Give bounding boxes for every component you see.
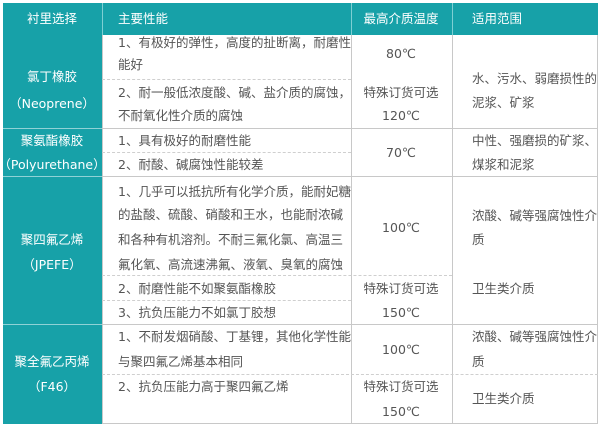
max-temp: 70℃	[386, 145, 416, 160]
property-line: 1、不耐发烟硝酸、丁基锂，其他化学性能	[118, 329, 351, 344]
property-line: 1、有极好的弹性，高度的扯断离，耐磨性	[118, 35, 351, 50]
scope-line: 煤浆和泥浆	[472, 157, 535, 172]
property-line: 2、耐一般低浓度酸、碱、盐介质的腐蚀，	[118, 85, 351, 100]
row-divider	[102, 324, 598, 325]
max-temp: 80℃	[386, 46, 416, 61]
dashed-divider	[102, 152, 351, 153]
row-divider	[3, 176, 102, 177]
row-divider	[3, 128, 102, 129]
scope-line: 卫生类介质	[472, 281, 535, 296]
property-line: 的盐酸、硫酸、硝酸和王水，也能耐浓碱	[118, 207, 344, 222]
lining-code: （JPEFE）	[22, 257, 82, 272]
property-line: 1、具有极好的耐磨性能	[118, 133, 251, 148]
max-temp-note: 特殊订货可选	[363, 379, 439, 394]
scope-line: 卫生类介质	[472, 391, 535, 406]
property-line: 与聚四氟乙烯基本相同	[118, 354, 244, 369]
property-line: 2、耐磨性能不如聚氨酯橡胶	[118, 281, 276, 296]
divider	[452, 3, 453, 35]
scope-line: 水、污水、弱磨损性的	[472, 71, 598, 86]
property-line: 2、耐酸、碱腐蚀性能较差	[118, 157, 264, 172]
scope-line: 泥浆、矿浆	[472, 95, 535, 110]
row-divider	[3, 324, 102, 325]
lining-code: （F46）	[27, 379, 77, 394]
dashed-divider	[102, 300, 351, 301]
scope-line: 质	[472, 354, 485, 369]
dashed-divider	[102, 79, 351, 80]
dashed-divider	[102, 275, 452, 276]
scope-line: 中性、强磨损的矿浆、	[472, 133, 598, 148]
max-temp: 100℃	[382, 220, 420, 235]
divider	[102, 3, 103, 35]
max-temp: 100℃	[382, 342, 420, 357]
property-line: 2、抗负压能力高于聚四氟乙烯	[118, 379, 289, 394]
lining-column-bg	[3, 35, 102, 424]
property-line: 和各种有机溶剂。不耐三氟化氯、高温三	[118, 232, 344, 247]
header-max-temp: 最高介质温度	[363, 11, 439, 26]
divider	[351, 3, 352, 35]
lining-name: 聚四氟乙烯	[20, 232, 84, 247]
lining-name: 聚氨酯橡胶	[20, 133, 84, 148]
header-properties: 主要性能	[118, 11, 169, 26]
header-lining: 衬里选择	[26, 11, 78, 26]
property-line: 3、抗负压能力不如氯丁胶想	[118, 305, 276, 320]
property-line: 不耐氧化性介质的腐蚀	[118, 108, 244, 123]
max-temp: 150℃	[382, 305, 420, 320]
lining-code: （Polyurethane）	[0, 157, 106, 172]
header-scope: 适用范围	[472, 11, 523, 26]
divider	[452, 35, 453, 424]
property-line: 1、几乎可以抵抗所有化学介质，能耐妃糖	[118, 184, 351, 199]
lining-code: （Neoprene）	[9, 96, 95, 111]
property-line: 能好	[118, 57, 144, 72]
row-divider	[102, 176, 598, 177]
scope-line: 质	[472, 232, 485, 247]
lining-name: 聚全氟乙丙烯	[14, 354, 90, 369]
scope-line: 浓酸、碱等强腐蚀性介	[472, 208, 598, 223]
row-divider	[102, 128, 598, 129]
lining-name: 氯丁橡胶	[26, 69, 78, 84]
dashed-divider	[102, 374, 598, 375]
max-temp-note: 特殊订货可选	[363, 281, 439, 296]
max-temp: 120℃	[382, 108, 420, 123]
max-temp-note: 特殊订货可选	[363, 85, 439, 100]
scope-line: 浓酸、碱等强腐蚀性介	[472, 329, 598, 344]
divider	[351, 35, 352, 424]
divider	[102, 35, 103, 424]
property-line: 氟化氧、高流速沸氟、液氧、臭氧的腐蚀	[118, 257, 344, 272]
max-temp: 150℃	[382, 404, 420, 419]
